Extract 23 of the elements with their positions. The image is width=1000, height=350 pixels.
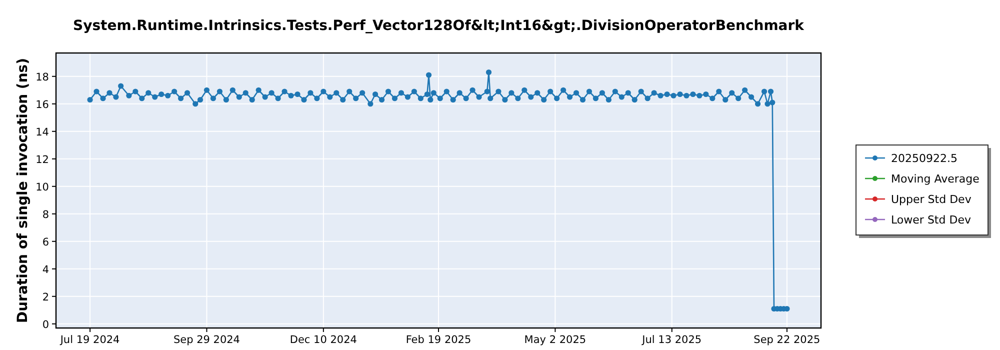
x-tick-label: Feb 19 2025 — [406, 334, 472, 346]
y-tick-label: 12 — [36, 154, 49, 166]
y-tick-label: 14 — [36, 126, 50, 138]
y-tick-label: 8 — [42, 208, 49, 221]
legend-label: Moving Average — [891, 172, 980, 186]
x-tick-label: May 2 2025 — [524, 334, 586, 346]
legend-label: 20250922.5 — [891, 152, 958, 165]
y-tick-label: 0 — [42, 318, 49, 331]
y-tick-label: 6 — [42, 236, 50, 248]
x-tick-label: Sep 29 2024 — [173, 334, 240, 346]
x-tick-label: Jul 13 2025 — [641, 334, 702, 346]
y-tick-label: 16 — [36, 98, 50, 111]
y-tick-label: 18 — [36, 71, 49, 84]
y-tick-label: 2 — [42, 291, 49, 304]
y-tick-label: 10 — [36, 181, 49, 194]
legend-label: Upper Std Dev — [891, 193, 972, 206]
x-tick-label: Sep 22 2025 — [754, 334, 820, 346]
x-tick-label: Dec 10 2024 — [290, 334, 358, 346]
x-tick-label: Jul 19 2024 — [59, 334, 120, 346]
y-axis-title: Duration of single invocation (ns) — [15, 58, 31, 324]
chart-title: System.Runtime.Intrinsics.Tests.Perf_Vector128Of&lt;Int16&gt;.DivisionOperatorBenchmark — [73, 18, 805, 34]
y-tick-label: 4 — [42, 264, 50, 276]
legend-label: Lower Std Dev — [891, 214, 972, 226]
